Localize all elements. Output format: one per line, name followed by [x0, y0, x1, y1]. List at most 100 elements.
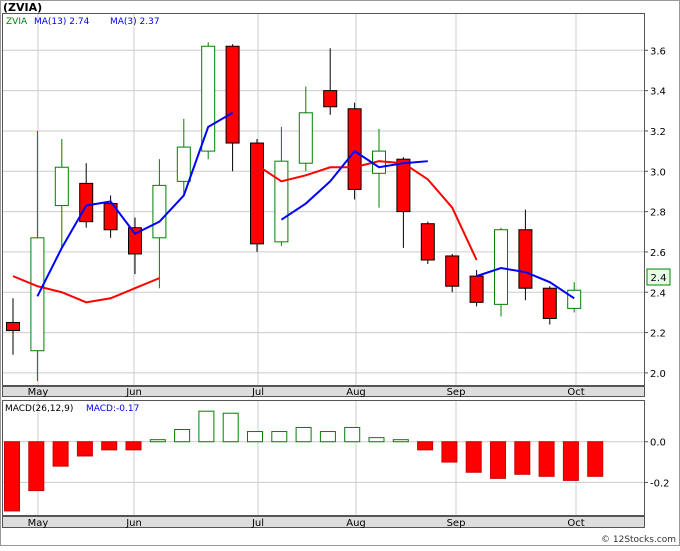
- price-y-tick-label: 2.8: [650, 208, 666, 219]
- price-y-tick-label: 2.6: [650, 248, 666, 259]
- price-x-tick-label: Aug: [346, 387, 366, 398]
- macd-bar-positive: [247, 431, 263, 443]
- price-x-tick-label: Sep: [447, 387, 466, 398]
- macd-x-tick-label: May: [28, 518, 49, 529]
- candle-down: [396, 158, 411, 213]
- macd-bar-negative: [417, 441, 434, 451]
- candle-down: [323, 90, 338, 108]
- price-y-tick-labels: 2.0 2.2 2.4 2.6 2.8 3.0 3.2 3.4 3.6: [644, 46, 666, 380]
- macd-bar-positive: [271, 431, 288, 443]
- macd-x-axis-labels: May Jun Jul Aug Sep Oct: [28, 518, 585, 529]
- chart-title: (ZVIA): [3, 1, 42, 14]
- macd-bar-positive: [222, 412, 239, 443]
- price-y-tick-label: 3.6: [650, 46, 666, 57]
- legend-ma3: MA(3) 2.37: [110, 17, 160, 27]
- macd-bar-negative: [4, 441, 20, 512]
- macd-bar-positive: [174, 429, 191, 443]
- legend-ticker: ZVIA: [6, 17, 28, 27]
- macd-x-tick-label: Sep: [447, 518, 466, 529]
- ma3-line: [280, 149, 428, 221]
- ma13-line: [12, 275, 160, 304]
- ma3-line: [476, 267, 575, 300]
- legend-ma13: MA(13) 2.74: [34, 17, 90, 27]
- macd-x-tick-label: Jul: [251, 518, 264, 529]
- candle-down: [518, 229, 533, 289]
- macd-legend-value: MACD:-0.17: [86, 404, 139, 414]
- macd-x-tick-label: Jun: [125, 518, 142, 529]
- macd-legend: MACD(26,12,9) MACD:-0.17: [5, 404, 139, 414]
- macd-bar-positive: [344, 426, 361, 443]
- moving-average-lines: [12, 111, 575, 304]
- candle-down: [469, 275, 484, 303]
- price-y-tick-label: 3.0: [650, 167, 666, 178]
- candle-down: [103, 203, 118, 231]
- last-price-label: 2.4: [651, 273, 667, 284]
- candle-up: [567, 289, 582, 309]
- macd-bar-negative: [562, 441, 579, 481]
- price-legend: ZVIA MA(13) 2.74 MA(3) 2.37: [6, 17, 160, 27]
- macd-bar-negative: [490, 441, 506, 479]
- watermark: © 12Stocks.com: [601, 535, 676, 545]
- macd-bar-negative: [538, 441, 555, 477]
- macd-y-tick-label: -0.2: [650, 478, 670, 489]
- candle-down: [128, 227, 142, 255]
- price-y-tick-label: 2.0: [650, 369, 666, 380]
- macd-bar-negative: [125, 441, 142, 451]
- macd-bar-negative: [587, 441, 604, 477]
- macd-bar-negative: [76, 441, 93, 457]
- macd-bar-positive: [149, 439, 166, 443]
- macd-bar-negative: [52, 441, 69, 467]
- candle-down: [347, 108, 362, 190]
- price-y-tick-label: 2.2: [650, 329, 666, 340]
- price-candles: [6, 42, 582, 381]
- last-price-box: [646, 268, 671, 286]
- macd-bar-positive: [198, 410, 215, 443]
- last-price-marker: 2.4: [646, 268, 671, 286]
- candle-up: [176, 146, 191, 182]
- ma3-line: [36, 111, 234, 297]
- macd-panel: [2, 400, 645, 516]
- price-x-tick-label: Jul: [251, 387, 264, 398]
- price-x-tick-label: May: [28, 387, 49, 398]
- candle-down: [250, 142, 264, 245]
- price-y-tick-label: 3.4: [650, 87, 666, 98]
- price-gridlines: [3, 14, 644, 385]
- candle-up: [298, 112, 313, 164]
- macd-bar-negative: [465, 441, 482, 473]
- candle-down: [420, 223, 435, 261]
- price-y-tick-label: 3.2: [650, 127, 666, 138]
- macd-x-tick-label: Aug: [346, 518, 366, 529]
- macd-bar-negative: [514, 441, 531, 475]
- macd-y-tick-label: 0.0: [650, 438, 666, 449]
- macd-bar-positive: [392, 439, 409, 443]
- macd-bar-negative: [28, 441, 45, 492]
- candle-down: [6, 321, 20, 332]
- macd-bar-negative: [101, 441, 118, 451]
- macd-bar-positive: [295, 426, 312, 443]
- candle-down: [225, 45, 240, 144]
- macd-x-tick-label: Oct: [567, 518, 584, 529]
- macd-bar-negative: [441, 441, 458, 463]
- price-x-tick-label: Jun: [125, 387, 142, 398]
- candle-up: [201, 45, 216, 152]
- candle-down: [79, 182, 94, 223]
- price-x-axis-strip: [2, 386, 645, 397]
- ma13-line: [256, 160, 478, 261]
- macd-histogram: [4, 410, 604, 512]
- candle-down: [445, 255, 460, 287]
- candle-up: [152, 184, 167, 239]
- macd-legend-label: MACD(26,12,9): [5, 404, 73, 414]
- price-y-tick-label: 2.4: [650, 288, 666, 299]
- candle-down: [542, 287, 557, 319]
- price-x-tick-label: Oct: [567, 387, 584, 398]
- macd-y-tick-labels: 0.0 -0.2: [644, 438, 670, 489]
- macd-bar-positive: [368, 437, 385, 443]
- price-panel: [2, 13, 645, 386]
- candle-up: [54, 166, 69, 207]
- price-x-axis-labels: May Jun Jul Aug Sep Oct: [28, 387, 585, 398]
- candle-up: [274, 160, 289, 243]
- macd-bar-positive: [319, 431, 336, 443]
- macd-x-axis-strip: [2, 516, 645, 528]
